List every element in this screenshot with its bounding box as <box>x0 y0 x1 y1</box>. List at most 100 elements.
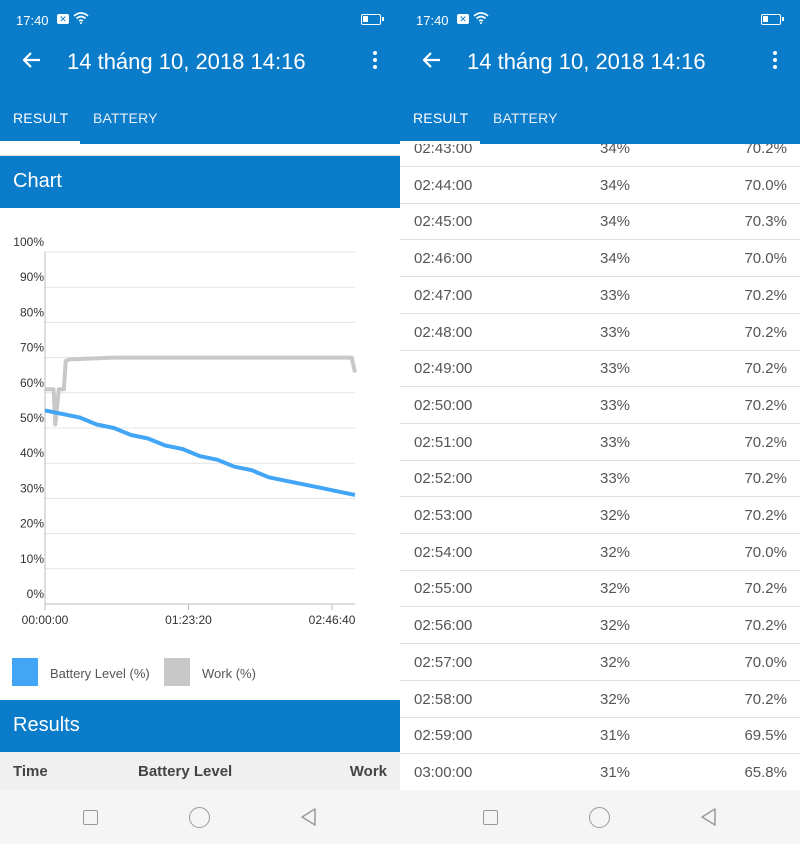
tab-battery[interactable]: BATTERY <box>93 110 158 126</box>
row-work: 70.2% <box>744 360 787 378</box>
recent-apps-icon-right[interactable] <box>483 810 498 825</box>
status-bar-right: 17:40 ✕ <box>400 0 800 40</box>
row-time: 02:47:00 <box>414 286 473 304</box>
row-work: 70.0% <box>744 250 787 268</box>
row-time: 02:59:00 <box>414 727 473 745</box>
row-battery-level: 32% <box>600 580 631 598</box>
column-header-battery-level: Battery Level <box>138 763 233 780</box>
table-row: 02:54:00 32% 70.0% <box>400 534 800 571</box>
x-tick-label: 00:00:00 <box>22 613 69 627</box>
row-work: 70.0% <box>744 176 787 194</box>
page-title: 14 tháng 10, 2018 14:16 <box>67 49 306 74</box>
row-battery-level: 31% <box>600 763 631 781</box>
recent-apps-icon[interactable] <box>83 810 98 825</box>
active-tab-indicator <box>0 141 80 144</box>
app-bar-right: 17:40 ✕ 14 tháng 10, 2018 14:16 RESULT B… <box>400 0 800 144</box>
home-icon-right[interactable] <box>589 807 610 828</box>
system-nav-bar <box>0 790 400 844</box>
left-screen: Chart 0% 10% 20% 30% 40% 50% 60% 70% 80% 90% 100% 0… <box>0 0 400 844</box>
notification-icon: ✕ <box>57 14 69 24</box>
right-screen: 02:43:00 34% 70.2% 02:44:00 34% 70.0% 02:45:00… <box>400 0 800 844</box>
row-time: 02:51:00 <box>414 433 473 451</box>
table-row: 02:51:00 33% 70.2% <box>400 424 800 461</box>
table-row: 02:56:00 32% 70.2% <box>400 607 800 645</box>
row-time: 02:43:00 <box>414 140 473 157</box>
row-time: 02:46:00 <box>414 250 473 268</box>
row-battery-level: 34% <box>600 250 631 268</box>
row-time: 02:58:00 <box>414 690 473 708</box>
nav-back-icon[interactable] <box>299 807 319 827</box>
row-time: 02:50:00 <box>414 396 473 414</box>
y-tick-label: 90% <box>20 270 44 284</box>
nav-back-icon-right[interactable] <box>699 807 719 827</box>
overflow-menu-icon[interactable] <box>371 51 379 71</box>
row-work: 69.5% <box>744 727 787 745</box>
results-section-header: Results <box>0 700 400 752</box>
row-work: 70.2% <box>744 470 787 488</box>
tab-result-right[interactable]: RESULT <box>413 110 469 126</box>
row-battery-level: 32% <box>600 690 631 708</box>
row-work: 70.2% <box>744 580 787 598</box>
row-battery-level: 33% <box>600 286 631 304</box>
table-row: 02:52:00 33% 70.2% <box>400 460 800 498</box>
legend-label-work: Work (%) <box>202 666 256 681</box>
row-time: 02:52:00 <box>414 470 473 488</box>
table-row: 02:53:00 32% 70.2% <box>400 497 800 534</box>
back-arrow-icon-right[interactable] <box>420 48 444 72</box>
row-time: 03:00:00 <box>414 763 473 781</box>
battery-status-icon <box>361 14 384 25</box>
row-work: 70.3% <box>744 213 787 231</box>
table-row: 02:45:00 34% 70.3% <box>400 203 800 241</box>
status-bar: 17:40 ✕ <box>0 0 400 40</box>
system-nav-bar-right <box>400 790 800 844</box>
y-tick-label: 70% <box>20 341 44 355</box>
row-work: 70.2% <box>744 323 787 341</box>
page-title-right: 14 tháng 10, 2018 14:16 <box>467 49 706 74</box>
row-work: 70.2% <box>744 433 787 451</box>
table-row: 02:59:00 31% 69.5% <box>400 717 800 755</box>
table-row: 02:57:00 32% 70.0% <box>400 644 800 681</box>
row-battery-level: 34% <box>600 140 631 157</box>
row-time: 02:56:00 <box>414 617 473 635</box>
x-tick-label: 01:23:20 <box>165 613 212 627</box>
battery-level-line <box>44 408 356 497</box>
table-row: 02:48:00 33% 70.2% <box>400 314 800 351</box>
y-tick-label: 20% <box>20 517 44 531</box>
legend-label-battery: Battery Level (%) <box>50 666 150 681</box>
row-time: 02:53:00 <box>414 507 473 524</box>
row-time: 02:48:00 <box>414 323 473 341</box>
home-icon[interactable] <box>189 807 210 828</box>
row-work: 70.2% <box>744 617 787 635</box>
y-tick-label: 80% <box>20 305 44 319</box>
battery-chart: 0% 10% 20% 30% 40% 50% 60% 70% 80% 90% 100% 00:00:0… <box>13 235 357 627</box>
table-row: 03:00:00 31% 65.8% <box>400 754 800 791</box>
row-work: 70.2% <box>744 396 787 414</box>
row-work: 65.8% <box>744 763 787 781</box>
column-header-work: Work <box>349 763 387 780</box>
legend-swatch-work <box>164 658 190 686</box>
x-tick-label: 02:46:40 <box>309 613 356 627</box>
battery-status-icon-right <box>761 14 784 25</box>
tab-battery-right[interactable]: BATTERY <box>493 110 558 126</box>
row-battery-level: 32% <box>600 653 631 671</box>
row-battery-level: 32% <box>600 507 631 524</box>
row-battery-level: 34% <box>600 213 631 231</box>
app-bar: 17:40 ✕ 14 tháng 10, 2018 14:16 RESULT B… <box>0 0 400 144</box>
row-work: 70.2% <box>744 507 787 524</box>
table-row: 02:58:00 32% 70.2% <box>400 681 800 718</box>
wifi-icon <box>73 12 89 24</box>
y-tick-label: 40% <box>20 446 44 460</box>
y-tick-label: 60% <box>20 376 44 390</box>
row-time: 02:44:00 <box>414 176 473 194</box>
back-arrow-icon[interactable] <box>20 48 44 72</box>
row-time: 02:57:00 <box>414 653 473 671</box>
y-tick-label: 50% <box>20 411 44 425</box>
tab-result[interactable]: RESULT <box>13 110 69 126</box>
table-row: 02:46:00 34% 70.0% <box>400 240 800 278</box>
status-time: 17:40 <box>16 13 49 28</box>
overflow-menu-icon-right[interactable] <box>771 51 779 71</box>
row-time: 02:45:00 <box>414 213 473 231</box>
results-top-sliver <box>0 144 400 156</box>
row-work: 70.2% <box>744 140 787 157</box>
row-battery-level: 32% <box>600 543 631 561</box>
